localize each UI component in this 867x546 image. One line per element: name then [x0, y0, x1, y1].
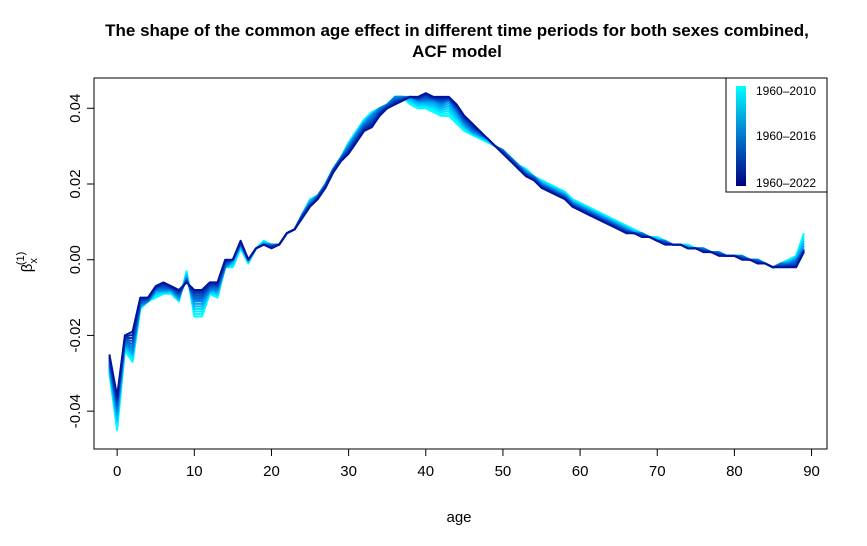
legend-label-start: 1960–2010: [756, 84, 816, 98]
x-tick-label: 50: [495, 463, 512, 480]
x-tick-label: 40: [417, 463, 434, 480]
y-axis-label-subscript: x: [28, 258, 40, 264]
series-line: [108, 95, 805, 416]
series-line: [108, 95, 805, 422]
series-line: [108, 95, 805, 413]
x-tick-label: 90: [803, 463, 820, 480]
x-axis: 0 10 20 30 40 50 60 70 80 90: [113, 448, 820, 480]
x-tick-label: 30: [340, 463, 357, 480]
y-tick-label: 0.02: [67, 169, 84, 198]
series-line: [108, 95, 805, 419]
y-axis-label-symbol: β: [19, 263, 36, 272]
series-line: [108, 92, 805, 397]
y-tick-label: 0.04: [67, 94, 84, 123]
x-tick-label: 70: [649, 463, 666, 480]
x-tick-label: 80: [726, 463, 743, 480]
series-line: [108, 95, 805, 410]
chart-title: The shape of the common age effect in di…: [105, 21, 809, 40]
series-line: [108, 95, 805, 428]
legend-color-bar: [736, 86, 746, 186]
x-tick-label: 10: [186, 463, 203, 480]
svg-text:βx(1): βx(1): [15, 252, 40, 273]
series-lines: [108, 92, 805, 432]
y-axis-label: βx(1): [15, 252, 40, 273]
series-line: [108, 95, 805, 408]
legend: 1960–2010 1960–2016 1960–2022: [725, 77, 828, 193]
y-tick-label: -0.04: [67, 394, 84, 428]
y-tick-label: -0.02: [67, 318, 84, 352]
x-tick-label: 60: [572, 463, 589, 480]
y-tick-label: 0.00: [67, 245, 84, 274]
y-axis: -0.04 -0.02 0.00 0.02 0.04: [67, 94, 95, 428]
plot-frame: [93, 77, 828, 450]
y-axis-label-superscript: (1): [15, 252, 27, 265]
chart-subtitle: ACF model: [412, 42, 502, 61]
series-line: [108, 95, 805, 425]
legend-label-middle: 1960–2016: [756, 129, 816, 143]
x-tick-label: 20: [263, 463, 280, 480]
x-axis-label: age: [446, 509, 471, 526]
series-line: [108, 95, 805, 432]
legend-label-end: 1960–2022: [756, 176, 816, 190]
series-line: [108, 93, 805, 400]
x-tick-label: 0: [113, 463, 121, 480]
